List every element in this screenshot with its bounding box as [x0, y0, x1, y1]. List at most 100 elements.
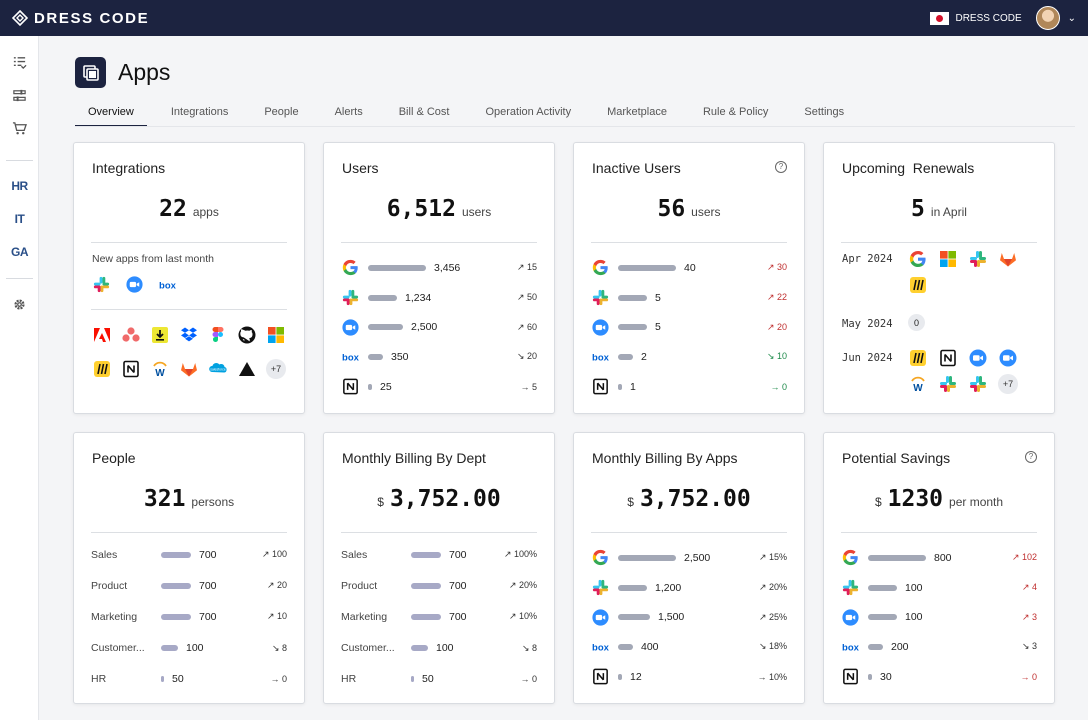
- value-bar: [618, 673, 622, 680]
- help-icon[interactable]: ?: [1025, 451, 1037, 463]
- tab-marketplace[interactable]: Marketplace: [607, 106, 667, 118]
- billing-apps-card[interactable]: Monthly Billing By Apps $3,752.00 2,500 ↗…: [573, 432, 805, 704]
- slack-icon: [841, 578, 860, 597]
- sidebar-item-it[interactable]: IT: [14, 212, 25, 226]
- more-apps-badge[interactable]: +7: [998, 374, 1018, 394]
- trend-indicator: ↗ 60: [516, 321, 537, 332]
- sidebar-item-tasks[interactable]: [0, 52, 39, 72]
- users-card[interactable]: Users 6,512 users 3,456 ↗ 15 1,234 ↗ 50 2,500…: [323, 142, 555, 414]
- table-row: 1,500 ↗ 25%: [591, 602, 787, 632]
- svg-text:box: box: [342, 353, 360, 364]
- value-bar: [411, 676, 414, 683]
- brand-logo[interactable]: DRESS CODE: [12, 10, 149, 27]
- inactive-by-app: 40 ↗ 30 5 ↗ 22 5 ↗ 20 box 2 ↘ 10 1 → 0: [591, 253, 787, 401]
- svg-text:box: box: [159, 280, 177, 291]
- trend-indicator: ↗ 3: [1021, 611, 1037, 622]
- top-bar: DRESS CODE DRESS CODE ⌄: [0, 0, 1088, 36]
- table-row: 800 ↗ 102: [841, 543, 1037, 573]
- slack-icon: [92, 275, 111, 294]
- row-value: 5: [655, 291, 661, 304]
- tabs-divider: [75, 126, 1075, 127]
- tab-people[interactable]: People: [264, 106, 299, 118]
- tab-settings[interactable]: Settings: [804, 106, 845, 118]
- table-row: box 350 ↘ 20: [341, 342, 537, 372]
- google-icon: [591, 548, 610, 567]
- sidebar-divider: [6, 160, 33, 161]
- workday-icon: W: [908, 374, 928, 394]
- table-row: 2,500 ↗ 15%: [591, 543, 787, 573]
- trend-indicator: ↘ 18%: [758, 641, 787, 652]
- table-row: 30 → 0: [841, 662, 1037, 692]
- gitlab-icon: [179, 359, 199, 379]
- trend-indicator: → 5: [520, 381, 537, 392]
- apps-page-icon: [75, 57, 106, 88]
- box-icon: box: [591, 347, 610, 366]
- table-row: 3,456 ↗ 15: [341, 253, 537, 283]
- zoom-icon: [998, 348, 1018, 368]
- divider: [341, 242, 537, 243]
- sidebar-item-settings-sliders[interactable]: [0, 85, 39, 105]
- chevron-down-icon[interactable]: ⌄: [1067, 12, 1076, 24]
- trend-indicator: → 10%: [757, 671, 787, 682]
- sidebar-item-gear[interactable]: [0, 294, 39, 314]
- trend-indicator: ↘ 10: [766, 351, 787, 362]
- trend-indicator: ↗ 100: [261, 549, 287, 560]
- value-bar: [368, 353, 383, 360]
- row-value: 1: [630, 380, 636, 393]
- slack-icon: [938, 374, 958, 394]
- miro-icon: [92, 359, 112, 379]
- integrations-card[interactable]: Integrations 22 apps New apps from last m…: [73, 142, 305, 414]
- sidebar-item-ga[interactable]: GA: [11, 245, 29, 259]
- tab-operation-activity[interactable]: Operation Activity: [485, 106, 572, 118]
- google-icon: [341, 258, 360, 277]
- trend-indicator: ↗ 50: [516, 292, 537, 303]
- trend-indicator: ↗ 20%: [508, 580, 537, 591]
- divider: [91, 532, 287, 533]
- renewals-card[interactable]: Upcoming Renewals 5 in April Apr 2024 May …: [823, 142, 1055, 414]
- billing-dept-card[interactable]: Monthly Billing By Dept $3,752.00 Sales 7…: [323, 432, 555, 704]
- svg-text:box: box: [592, 643, 610, 654]
- renewal-count-badge: 0: [908, 314, 925, 331]
- savings-card[interactable]: Potential Savings ? $1230 per month 800 ↗ …: [823, 432, 1055, 704]
- table-row: 5 ↗ 20: [591, 312, 787, 342]
- help-icon[interactable]: ?: [775, 161, 787, 173]
- value-bar: [368, 294, 397, 301]
- people-card[interactable]: People 321 persons Sales 700 ↗ 100 Product 70…: [73, 432, 305, 704]
- trend-indicator: → 0: [770, 381, 787, 392]
- trend-indicator: → 0: [520, 674, 537, 685]
- row-value: 2: [641, 350, 647, 363]
- card-title: People: [92, 450, 136, 466]
- tab-integrations[interactable]: Integrations: [170, 106, 229, 118]
- users-count: 6,512 users: [386, 196, 492, 222]
- value-bar: [868, 554, 926, 561]
- trend-indicator: → 0: [1020, 671, 1037, 682]
- value-bar: [618, 264, 676, 271]
- brand-name: DRESS CODE: [34, 9, 150, 27]
- box-icon: box: [158, 275, 177, 294]
- tab-overview[interactable]: Overview: [75, 100, 147, 127]
- sidebar-item-cart[interactable]: [0, 118, 39, 138]
- sidebar-item-hr[interactable]: HR: [11, 179, 28, 193]
- tab-bill-cost[interactable]: Bill & Cost: [398, 106, 450, 118]
- row-value: 30: [880, 670, 892, 683]
- table-row: box 200 ↘ 3: [841, 632, 1037, 662]
- tab-rule-policy[interactable]: Rule & Policy: [702, 106, 769, 118]
- japan-flag-icon: [930, 11, 950, 25]
- row-value: 700: [199, 548, 217, 561]
- row-value: 200: [891, 640, 909, 653]
- trend-indicator: ↗ 22: [766, 292, 787, 303]
- tab-alerts[interactable]: Alerts: [334, 106, 363, 118]
- trend-indicator: ↗ 100%: [503, 549, 537, 560]
- value-bar: [161, 551, 191, 558]
- inactive-users-card[interactable]: Inactive Users ? 56 users 40 ↗ 30 5 ↗ 22 5 ↗ 2…: [573, 142, 805, 414]
- sidebar-divider: [6, 278, 33, 279]
- dept-label: Marketing: [341, 610, 388, 623]
- avatar[interactable]: [1035, 6, 1060, 30]
- more-apps-badge[interactable]: +7: [266, 359, 286, 379]
- slack-icon: [341, 288, 360, 307]
- value-bar: [618, 554, 676, 561]
- notion-icon: [591, 377, 610, 396]
- dept-label: HR: [341, 673, 357, 686]
- row-value: 40: [684, 261, 696, 274]
